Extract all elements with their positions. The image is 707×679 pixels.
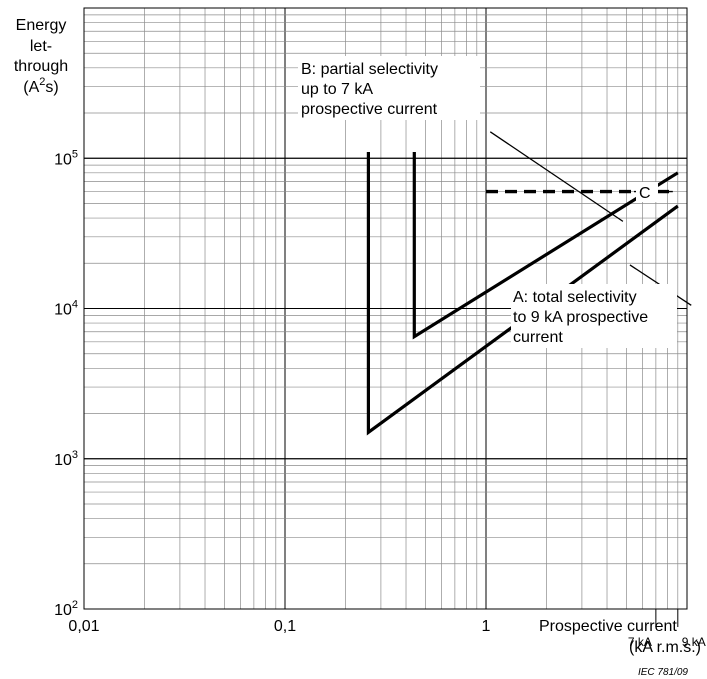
iec-footnote: IEC 781/09	[638, 667, 688, 678]
y-unit-close: s)	[45, 79, 58, 96]
annotation-b-line-2: up to 7 kA	[301, 81, 373, 98]
annotation-a-line-2: to 9 kA prospective	[513, 309, 648, 326]
annotation-b-line-1: B: partial selectivity	[301, 61, 438, 78]
annotation-a-bg	[511, 284, 677, 348]
x-tick-label: 1	[482, 618, 491, 635]
annotation-a-line-1: A: total selectivity	[513, 289, 637, 306]
annotation-b-line-3: prospective current	[301, 101, 438, 118]
annotation-a: A: total selectivity to 9 kA prospective…	[511, 284, 677, 348]
y-axis-label-line-1: Energy	[16, 17, 67, 34]
annotation-c-bg	[636, 182, 658, 202]
annotation-b-leader-line	[489, 131, 624, 222]
y-tick-base: 10	[54, 602, 72, 619]
y-unit-open: (A	[23, 79, 39, 96]
x-marker-label: 7 kA	[628, 635, 652, 649]
y-tick-exponent: 5	[72, 148, 78, 160]
y-axis-label-unit: (A2s)	[23, 76, 58, 96]
y-tick-label: 104	[54, 299, 78, 319]
y-tick-base: 10	[54, 302, 72, 319]
x-axis-label-line-1: Prospective current	[539, 618, 677, 635]
y-tick-label: 103	[54, 449, 78, 469]
y-tick-label: 105	[54, 148, 78, 168]
y-tick-exponent: 4	[72, 299, 78, 311]
x-axis-label: Prospective current (kA r.m.s.)	[539, 618, 701, 656]
y-axis-label-line-3: through	[14, 58, 68, 75]
x-tick-label: 0,01	[68, 618, 99, 635]
y-axis-label: Energy let- through (A2s)	[14, 17, 68, 96]
plot-frame	[83, 7, 688, 610]
annotation-a-line-3: current	[513, 329, 563, 346]
y-tick-base: 10	[54, 452, 72, 469]
series-b-line	[412, 152, 679, 340]
annotation-b-bg	[298, 56, 480, 120]
x-tick-labels: 0,01 0,1 1	[68, 618, 490, 635]
y-axis-label-line-2: let-	[30, 38, 52, 55]
y-tick-label: 102	[54, 599, 78, 619]
annotation-b: B: partial selectivity up to 7 kA prospe…	[298, 56, 480, 120]
annotation-c-label: C	[639, 185, 651, 202]
y-tick-exponent: 2	[72, 599, 78, 611]
x-axis-label-line-2: (kA r.m.s.)	[629, 639, 701, 656]
annotation-c: C	[636, 182, 658, 202]
y-tick-base: 10	[54, 151, 72, 168]
x-markers: 7 kA 9 kA	[628, 609, 706, 649]
x-tick-label: 0,1	[274, 618, 296, 635]
y-tick-exponent: 3	[72, 449, 78, 461]
series-a-line	[366, 152, 679, 436]
y-unit-sup: 2	[39, 76, 45, 88]
x-marker-label: 9 kA	[682, 635, 706, 649]
